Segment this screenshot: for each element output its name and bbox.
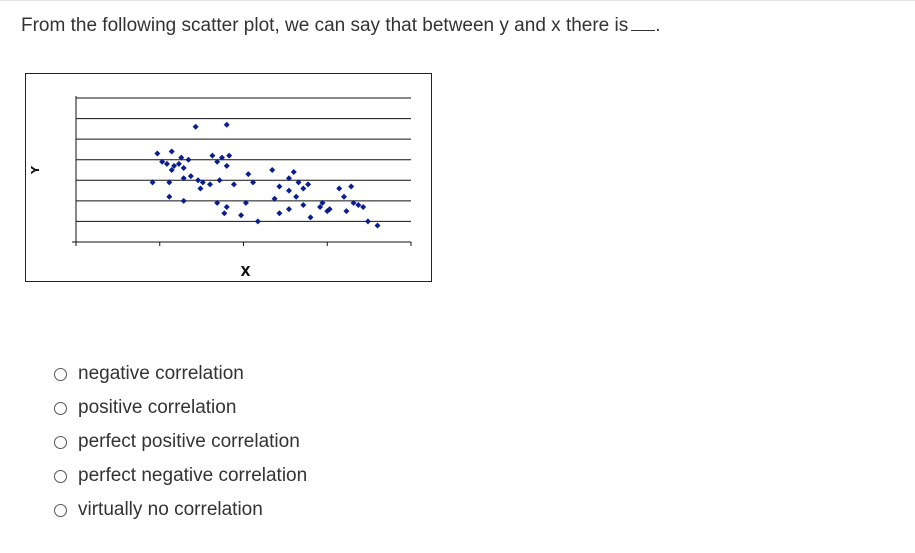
scatter-point <box>341 193 347 200</box>
scatter-point <box>250 179 257 186</box>
scatter-point <box>293 193 300 200</box>
option-virtually-no-correlation[interactable]: virtually no correlation <box>54 493 307 527</box>
scatter-point <box>166 193 173 200</box>
radio-button[interactable] <box>54 367 67 381</box>
scatter-point <box>159 158 166 165</box>
scatter-point <box>166 179 173 186</box>
scatter-point <box>195 177 202 184</box>
scatter-point <box>324 208 331 215</box>
answer-options: negative correlation positive correlatio… <box>54 357 307 527</box>
scatter-plot-chart: XY <box>29 96 412 280</box>
option-label: perfect positive correlation <box>78 431 300 452</box>
scatter-point <box>271 195 278 202</box>
scatter-point <box>348 183 355 190</box>
scatter-point <box>218 154 225 161</box>
option-positive-correlation[interactable]: positive correlation <box>54 391 307 425</box>
answer-blank <box>631 30 656 31</box>
scatter-point <box>221 210 228 217</box>
radio-button[interactable] <box>54 503 67 517</box>
scatter-point <box>199 179 206 186</box>
scatter-point <box>295 179 302 186</box>
scatter-point <box>180 164 187 171</box>
radio-button[interactable] <box>54 469 67 483</box>
scatter-point <box>254 218 261 225</box>
scatter-point <box>154 150 161 157</box>
scatter-point <box>168 167 175 173</box>
scatter-point <box>149 179 156 186</box>
scatter-point <box>276 210 283 217</box>
scatter-point <box>319 199 326 206</box>
scatter-point <box>307 214 314 221</box>
scatter-point <box>305 181 312 188</box>
scatter-point <box>269 167 276 173</box>
scatter-point <box>364 218 371 225</box>
scatter-point <box>355 201 362 208</box>
question-period: . <box>655 15 661 36</box>
option-negative-correlation[interactable]: negative correlation <box>54 357 307 391</box>
y-axis-label: Y <box>29 165 42 175</box>
scatter-point <box>214 158 221 165</box>
top-divider <box>0 0 915 1</box>
radio-button[interactable] <box>54 435 67 449</box>
scatter-point <box>175 160 182 167</box>
scatter-point <box>374 222 381 229</box>
scatter-point <box>238 212 245 219</box>
scatter-point <box>180 197 187 204</box>
scatter-point <box>242 199 249 206</box>
scatter-point <box>168 148 175 155</box>
scatter-point <box>230 181 237 188</box>
scatter-point <box>336 185 343 192</box>
option-label: perfect negative correlation <box>78 465 308 486</box>
scatter-point <box>223 204 230 211</box>
scatter-point <box>223 121 230 128</box>
scatter-point <box>350 199 357 206</box>
scatter-point <box>192 123 199 130</box>
scatter-point <box>285 175 292 182</box>
option-label: positive correlation <box>78 397 237 418</box>
radio-button[interactable] <box>54 401 67 415</box>
scatter-point <box>214 199 221 206</box>
scatter-point <box>343 208 350 215</box>
scatter-point <box>300 185 307 192</box>
scatter-point <box>290 169 297 176</box>
scatter-point <box>178 154 185 161</box>
scatter-point <box>171 162 178 169</box>
option-label: negative correlation <box>78 363 244 384</box>
scatter-point <box>197 185 204 192</box>
option-perfect-negative-correlation[interactable]: perfect negative correlation <box>54 459 307 493</box>
scatter-point <box>300 201 307 208</box>
scatter-point <box>245 171 252 178</box>
option-label: virtually no correlation <box>78 499 263 520</box>
scatter-point <box>285 187 292 194</box>
scatter-point <box>223 162 230 169</box>
option-perfect-positive-correlation[interactable]: perfect positive correlation <box>54 425 307 459</box>
scatter-point <box>276 183 283 190</box>
question-prompt: From the following scatter plot, we can … <box>21 15 629 36</box>
scatter-point <box>185 156 192 163</box>
scatter-point <box>216 177 223 184</box>
scatter-point <box>317 204 324 211</box>
x-axis-label: X <box>240 265 250 280</box>
scatter-point <box>209 152 216 159</box>
scatter-point <box>226 152 233 159</box>
scatter-point <box>163 160 170 167</box>
scatter-point <box>180 175 187 182</box>
scatter-point <box>285 206 292 213</box>
scatter-point <box>360 204 367 211</box>
scatter-point <box>187 173 194 180</box>
question-text: From the following scatter plot, we can … <box>21 15 661 37</box>
scatter-point <box>207 181 213 188</box>
